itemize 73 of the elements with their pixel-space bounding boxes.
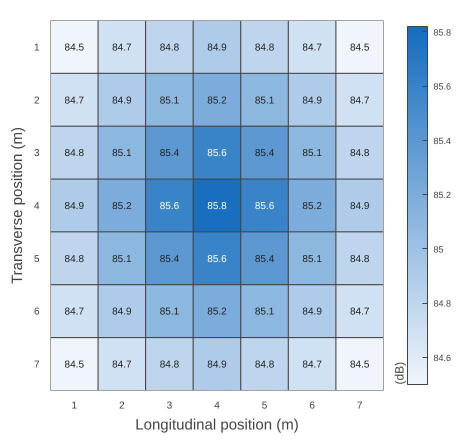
y-tick-label: 7 [34,360,40,371]
data-label: 85.2 [302,201,322,212]
data-label: 84.9 [64,201,84,212]
data-label: 84.5 [64,360,84,371]
color-bar-label: 84.8 [434,298,452,309]
y-tick-label: 2 [34,95,40,106]
color-bar-label: 85.8 [434,27,452,38]
data-label: 85.1 [112,254,132,265]
y-tick-label: 1 [34,42,40,54]
x-axis-title: Longitudinal position (m) [135,416,299,434]
data-label: 84.7 [350,306,370,318]
data-label: 84.9 [112,95,132,106]
color-bar-label: 85.6 [434,82,452,92]
data-label: 84.8 [64,148,84,160]
data-label: 84.9 [350,201,370,212]
data-label: 84.5 [350,360,370,371]
data-label: 84.5 [64,42,84,54]
data-label: 85.4 [254,148,275,160]
y-tick-label: 4 [34,201,40,212]
x-tick-label: 3 [166,400,173,412]
data-label: 84.8 [160,360,180,371]
data-label: 85.4 [160,254,180,265]
x-tick-label: 5 [262,400,268,412]
data-label: 85.2 [207,306,228,318]
x-tick-label: 7 [356,400,363,412]
data-label: 85.1 [112,148,132,160]
data-label: 85.1 [160,306,180,318]
x-tick-label: 6 [309,400,316,412]
x-tick-label: 4 [214,400,220,412]
data-label: 84.9 [207,42,228,54]
data-label: 84.8 [350,148,370,160]
data-label: 85.6 [207,148,228,160]
data-label: 84.7 [112,42,132,54]
data-label: 84.8 [160,42,180,54]
data-label: 84.5 [350,42,370,54]
data-label: 85.6 [254,201,275,212]
data-label: 84.8 [350,254,370,265]
data-label: 84.7 [302,360,322,371]
data-label: 84.7 [112,360,132,371]
data-label: 84.7 [64,306,84,318]
data-label: 85.2 [207,95,228,106]
data-label: 85.1 [160,95,180,106]
data-label: 84.9 [302,306,322,318]
y-tick-label: 5 [34,254,40,265]
color-bar-label: 85.4 [434,136,452,146]
x-tick-label: 2 [119,400,126,412]
data-label: 85.6 [207,254,228,265]
data-label: 84.8 [64,254,84,265]
data-label: 85.4 [160,148,180,160]
color-bar-label: 85 [434,244,444,254]
data-label: 85.6 [160,201,180,212]
data-label: 85.1 [302,148,322,160]
data-label: 85.1 [302,254,322,265]
y-axis-title: Transverse position (m) [8,126,26,284]
data-label: 84.9 [207,360,228,371]
y-tick-label: 3 [34,148,40,160]
color-bar-label: 85.2 [434,190,452,200]
x-tick-label: 1 [72,400,78,412]
data-label: 85.1 [254,95,275,106]
y-tick-label: 6 [34,306,40,318]
data-label: 85.2 [112,201,132,212]
data-label: 85.4 [254,254,275,265]
data-label: 84.7 [350,95,370,106]
color-bar-label: 84.6 [434,352,452,363]
data-label: 84.7 [64,95,84,106]
data-label: 84.8 [254,360,275,371]
color-bar-title: (dB) [392,362,406,384]
data-label: 84.9 [112,306,132,318]
data-label: 85.1 [254,306,275,318]
data-label: 84.9 [302,95,322,106]
data-label: 84.7 [302,42,322,54]
data-label: 84.8 [254,42,275,54]
data-label: 85.8 [207,201,228,212]
